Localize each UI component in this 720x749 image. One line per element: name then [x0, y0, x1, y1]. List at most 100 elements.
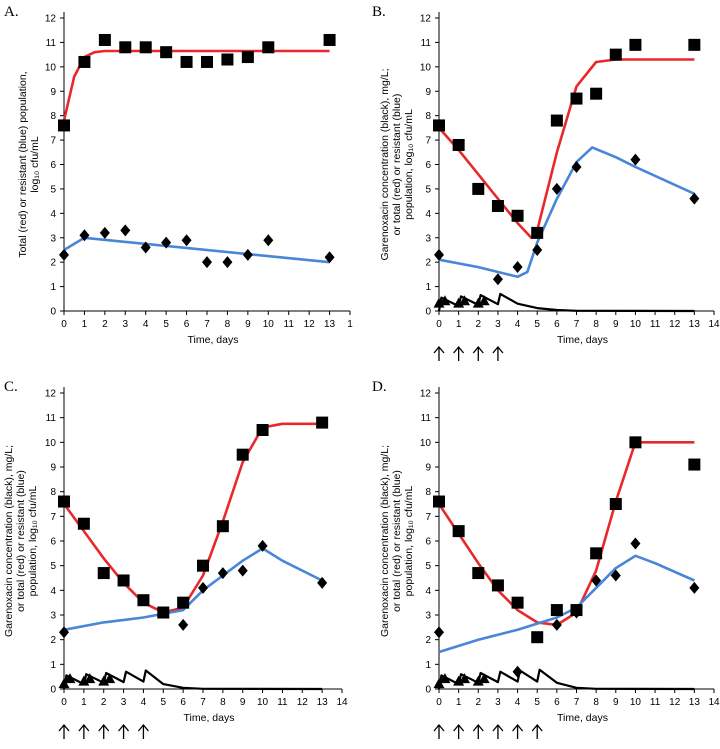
y-tick-label: 7 — [425, 136, 431, 147]
panel-label: A. — [4, 4, 19, 20]
y-tick-label: 9 — [50, 463, 56, 474]
panel-label: B. — [372, 4, 386, 20]
concentration-point — [459, 295, 471, 306]
total-population-point — [688, 458, 701, 471]
y-tick-label: 8 — [425, 111, 431, 122]
x-tick-label: 4 — [143, 319, 149, 330]
y-tick-label: 9 — [425, 87, 431, 98]
x-tick-label: 1 — [347, 319, 353, 330]
x-tick-label: 13 — [317, 697, 329, 708]
resistant-population-point — [217, 567, 228, 580]
y-tick-label: 3 — [50, 233, 56, 244]
total-population-point — [323, 33, 336, 46]
dose-arrow-head-icon — [58, 723, 70, 732]
total-population-point — [256, 424, 269, 436]
y-tick-label: 3 — [425, 611, 431, 622]
total-population-point — [531, 226, 544, 239]
y-tick-label: 5 — [50, 561, 56, 572]
x-tick-label: 6 — [554, 697, 560, 708]
dose-arrow-head-icon — [453, 723, 465, 732]
y-tick-label: 4 — [50, 586, 56, 597]
y-tick-label: 12 — [420, 389, 432, 400]
x-tick-label: 5 — [161, 697, 167, 708]
total-population-point — [472, 182, 485, 195]
y-tick-label: 9 — [425, 463, 431, 474]
resistant-population-point — [59, 626, 69, 639]
x-tick-label: 10 — [257, 697, 269, 708]
x-tick-label: 13 — [689, 697, 701, 708]
resistant-population-point — [263, 234, 274, 247]
y-tick-label: 8 — [50, 487, 56, 498]
resistant-population-point — [202, 256, 212, 269]
y-tick-label: 1 — [50, 282, 56, 293]
total-population-point — [433, 119, 445, 132]
resistant-population-point — [181, 234, 192, 247]
concentration-point — [64, 673, 76, 684]
total-population-point — [139, 41, 152, 54]
x-tick-label: 1 — [81, 697, 87, 708]
y-axis-title-line: log₁₀ cfu/mL — [29, 136, 41, 193]
x-tick-label: 0 — [61, 319, 67, 330]
x-tick-label: 13 — [324, 319, 336, 330]
y-axis-title-line: or total (red) or resistant (blue) — [391, 470, 403, 612]
x-tick-label: 0 — [436, 697, 442, 708]
x-tick-label: 11 — [284, 319, 295, 330]
x-tick-label: 5 — [534, 697, 540, 708]
x-tick-label: 7 — [574, 319, 580, 330]
x-tick-label: 4 — [515, 697, 521, 708]
y-tick-label: 0 — [50, 307, 56, 318]
x-tick-label: 3 — [121, 697, 127, 708]
resistant-model-line — [438, 146, 695, 279]
y-tick-label: 5 — [425, 561, 431, 572]
total-population-point — [550, 604, 563, 617]
x-tick-label: 6 — [180, 697, 186, 708]
resistant-population-point — [140, 241, 151, 254]
x-tick-label: 9 — [240, 697, 246, 708]
concentration-point — [433, 678, 445, 689]
x-tick-label: 1 — [456, 697, 462, 708]
total-population-point — [452, 525, 465, 538]
resistant-population-point — [551, 182, 562, 195]
y-tick-label: 11 — [46, 413, 57, 424]
x-tick-label: 10 — [263, 319, 275, 330]
x-tick-label: 11 — [650, 319, 661, 330]
total-population-point — [262, 41, 275, 54]
x-tick-label: 2 — [476, 319, 482, 330]
y-tick-label: 2 — [50, 258, 56, 269]
y-tick-label: 10 — [420, 438, 432, 449]
total-model-line — [438, 58, 695, 240]
resistant-population-point — [689, 581, 700, 594]
x-axis-title: Time, days — [557, 334, 608, 346]
y-tick-label: 7 — [50, 136, 56, 147]
resistant-population-point — [434, 626, 444, 639]
y-axis-title-line: or total (red) or resistant (blue) — [391, 94, 403, 236]
total-population-point — [491, 579, 504, 592]
resistant-population-point — [610, 569, 621, 582]
total-population-point — [119, 41, 132, 54]
x-tick-label: 5 — [163, 319, 169, 330]
concentration-point — [58, 678, 70, 689]
total-population-point — [98, 33, 111, 46]
y-tick-label: 7 — [50, 512, 56, 523]
x-tick-label: 1 — [456, 319, 462, 330]
resistant-population-point — [492, 273, 503, 286]
y-tick-label: 12 — [420, 14, 432, 25]
x-tick-label: 14 — [336, 697, 348, 708]
x-tick-label: 12 — [297, 697, 309, 708]
y-tick-label: 12 — [45, 389, 57, 400]
resistant-population-point — [158, 606, 169, 619]
dose-arrow-head-icon — [492, 345, 504, 354]
y-tick-label: 9 — [50, 87, 56, 98]
resistant-population-point — [512, 665, 523, 678]
y-tick-label: 5 — [425, 184, 431, 195]
total-population-point — [688, 38, 701, 51]
x-tick-label: 13 — [689, 319, 701, 330]
total-population-point — [97, 567, 110, 580]
y-tick-label: 0 — [425, 307, 431, 318]
x-tick-label: 7 — [204, 319, 210, 330]
total-population-point — [609, 498, 622, 510]
x-tick-label: 11 — [650, 697, 661, 708]
y-tick-label: 2 — [50, 635, 56, 646]
